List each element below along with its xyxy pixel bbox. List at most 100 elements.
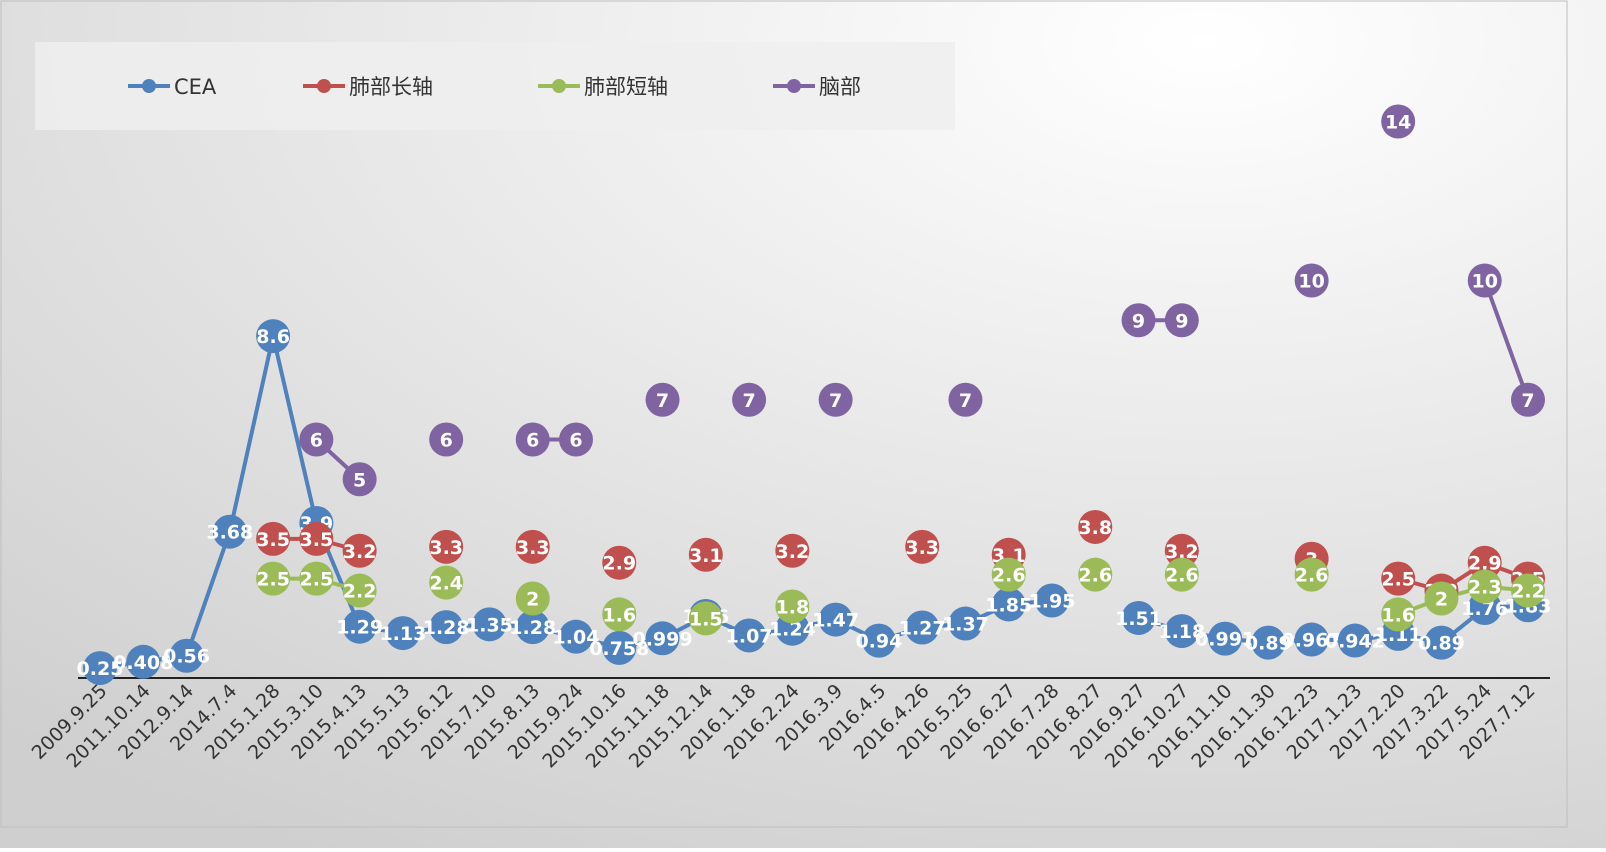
data-label-0: 0.89	[1418, 633, 1465, 655]
data-label-2: 2.4	[429, 573, 463, 595]
data-label-0: 1.85	[985, 594, 1032, 616]
data-point-3	[948, 382, 983, 417]
data-point-1	[515, 529, 550, 564]
data-label-0: 0.999	[632, 628, 692, 650]
data-point-1	[429, 529, 464, 564]
series-segment-0	[227, 334, 276, 534]
data-label-0: 3.68	[206, 522, 253, 544]
data-label-0: 1.27	[899, 618, 946, 640]
data-point-0	[861, 623, 896, 658]
data-point-3	[1467, 263, 1502, 298]
data-label-0: 1.07	[726, 625, 773, 647]
data-point-0	[472, 607, 507, 642]
data-point-0	[818, 602, 853, 637]
data-point-0	[1424, 625, 1459, 660]
data-point-0	[385, 616, 420, 651]
data-label-1: 3.3	[905, 537, 939, 559]
data-point-2	[991, 557, 1026, 592]
legend-label-3: 脑部	[819, 75, 861, 99]
data-point-0	[169, 638, 204, 673]
data-point-3	[1511, 382, 1545, 417]
data-point-2	[299, 561, 334, 596]
data-label-3: 14	[1385, 112, 1411, 134]
data-label-0: 0.56	[163, 646, 210, 668]
data-point-3	[342, 462, 377, 497]
data-point-3	[1164, 303, 1199, 338]
data-label-2: 1.8	[776, 596, 810, 618]
data-point-0	[126, 644, 161, 679]
data-point-1	[1467, 545, 1502, 580]
data-label-0: 1.04	[553, 627, 600, 649]
data-label-0: 0.967	[1282, 630, 1342, 652]
data-label-0: 1.11	[1375, 624, 1422, 646]
data-point-2	[1467, 569, 1502, 604]
data-point-2	[688, 601, 723, 636]
data-label-0: 0.942	[1325, 631, 1385, 653]
data-label-1: 3.2	[1165, 541, 1199, 563]
data-label-3: 9	[1132, 310, 1145, 332]
data-label-0: 0.94	[855, 631, 902, 653]
data-point-0	[1208, 621, 1243, 656]
data-label-2: 2.3	[1468, 577, 1502, 599]
data-point-2	[1164, 557, 1199, 592]
data-label-2: 2.6	[1078, 565, 1112, 587]
data-point-1	[299, 521, 334, 556]
data-label-0: 0.25	[77, 658, 124, 680]
data-label-0: 1.13	[379, 623, 426, 645]
data-point-2	[1078, 557, 1113, 592]
data-point-1	[1164, 533, 1199, 568]
data-point-2	[256, 561, 291, 596]
data-point-3	[515, 422, 550, 457]
legend-marker-0	[142, 79, 156, 93]
data-label-0: 0.758	[589, 638, 649, 660]
data-label-2: 2.6	[1295, 565, 1329, 587]
data-label-1: 3.3	[429, 537, 463, 559]
data-point-2	[1381, 597, 1416, 632]
legend-label-2: 肺部短轴	[584, 75, 668, 99]
series-points: 0.250.4080.563.688.63.91.291.131.281.351…	[77, 104, 1551, 686]
data-point-0	[991, 587, 1026, 622]
data-point-3	[732, 382, 767, 417]
data-point-0	[905, 610, 940, 645]
data-label-2: 1.6	[1381, 604, 1415, 626]
data-label-2: 2	[1435, 589, 1448, 611]
data-label-3: 7	[656, 390, 669, 412]
data-label-2: 2.5	[300, 569, 334, 591]
data-point-0	[602, 630, 637, 665]
data-point-2	[429, 565, 464, 600]
data-point-2	[1294, 557, 1329, 592]
data-point-1	[342, 533, 377, 568]
data-point-0	[256, 319, 291, 354]
data-point-1	[1381, 561, 1416, 596]
data-label-2: 2.2	[343, 581, 377, 603]
data-label-3: 6	[526, 430, 539, 452]
data-point-2	[1424, 581, 1459, 616]
legend-marker-1	[317, 79, 331, 93]
data-label-2: 2	[526, 589, 539, 611]
data-label-0: 1.18	[1158, 621, 1205, 643]
data-point-0	[1035, 583, 1069, 618]
legend-marker-3	[787, 79, 801, 93]
data-point-3	[1381, 104, 1416, 139]
data-label-3: 6	[440, 430, 453, 452]
data-point-1	[256, 521, 291, 556]
data-point-1	[775, 533, 810, 568]
legend-label-1: 肺部长轴	[349, 75, 433, 99]
data-point-1	[688, 537, 723, 572]
data-label-3: 5	[353, 469, 366, 491]
data-label-0: 1.76	[1461, 598, 1508, 620]
legend: CEA 肺部长轴 肺部短轴 脑部	[35, 42, 955, 130]
data-point-3	[299, 422, 334, 457]
data-point-1	[1078, 509, 1113, 544]
data-label-1: 3.5	[300, 529, 334, 551]
data-label-1: 3.1	[689, 545, 723, 567]
data-point-2	[602, 597, 637, 632]
data-label-3: 7	[829, 390, 842, 412]
data-label-3: 9	[1175, 310, 1188, 332]
data-point-3	[645, 382, 680, 417]
data-point-0	[1164, 614, 1199, 649]
data-point-3	[429, 422, 464, 457]
legend-box	[35, 42, 955, 130]
data-label-0: 0.991	[1195, 629, 1255, 651]
